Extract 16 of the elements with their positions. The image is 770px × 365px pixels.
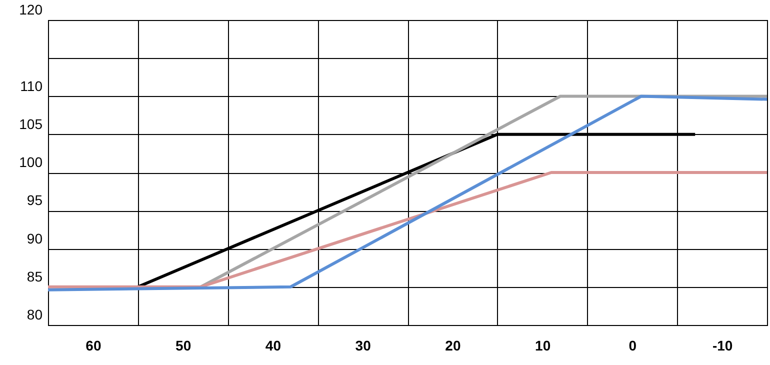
x-tick-label: 50 (176, 338, 192, 354)
y-tick-label: 85 (26, 268, 43, 284)
y-tick-label: 80 (26, 306, 43, 322)
y-tick-label: 100 (19, 154, 43, 170)
x-tick-label: 0 (628, 338, 637, 354)
x-tick-label: 20 (445, 338, 461, 354)
y-tick-label: 120 (19, 2, 43, 18)
y-tick-label: 95 (26, 192, 43, 208)
x-tick-label: 10 (535, 338, 551, 354)
y-tick-label: 90 (26, 230, 43, 246)
y-tick-label: 105 (19, 116, 43, 132)
x-tick-label: -10 (712, 338, 733, 354)
x-tick-label: 30 (355, 338, 372, 354)
y-tick-label: 110 (20, 78, 43, 94)
x-tick-label: 60 (86, 338, 102, 354)
x-tick-label: 40 (265, 338, 282, 354)
